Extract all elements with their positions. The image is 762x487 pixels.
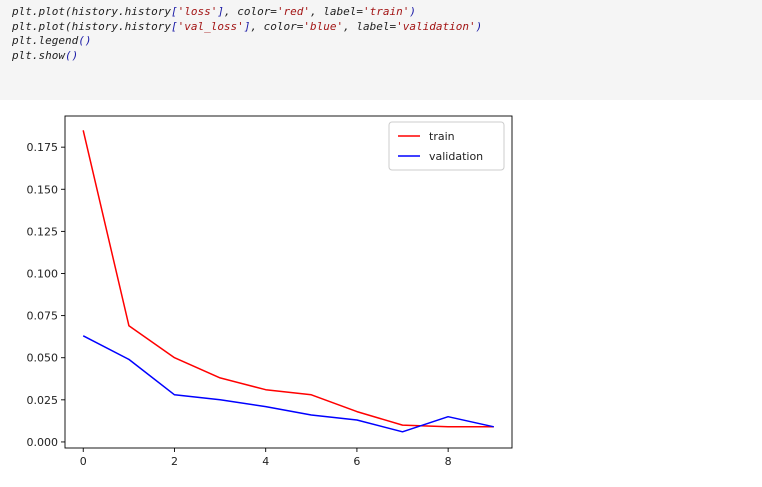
- y-tick-label: 0.025: [27, 394, 59, 407]
- code-token: 'train': [363, 5, 410, 18]
- y-tick-label: 0.000: [27, 436, 59, 449]
- code-token: ): [475, 19, 483, 33]
- code-token: plt.show: [12, 48, 65, 62]
- y-tick-label: 0.175: [27, 141, 59, 154]
- code-token: 'red': [276, 5, 311, 18]
- y-tick-label: 0.150: [27, 183, 59, 196]
- y-tick-label: 0.075: [27, 310, 59, 323]
- code-token: 'validation': [396, 19, 476, 33]
- x-tick-label: 4: [262, 455, 269, 468]
- code-token: (): [64, 48, 79, 62]
- legend-box: [388, 121, 505, 171]
- code-line: plt.plot(history.history['val_loss'], co…: [12, 20, 762, 35]
- loss-chart: 0 2 4 6 8 0.000 0.025 0.050 0.075 0.100 0.125 0.150…: [27, 115, 513, 468]
- x-tick-label: 2: [171, 455, 178, 468]
- code-token: ]: [217, 5, 224, 18]
- series-line-train: [82, 130, 494, 428]
- y-tick-label: 0.050: [27, 352, 59, 365]
- code-token: ): [409, 5, 417, 18]
- code-token: , color=: [250, 19, 304, 33]
- code-token: [: [170, 19, 178, 33]
- code-token: [: [170, 5, 178, 18]
- y-tick-label: 0.100: [27, 267, 59, 280]
- code-token: 'loss': [177, 5, 218, 18]
- series-line-validation: [82, 335, 494, 433]
- code-token: 'val_loss': [177, 19, 244, 33]
- code-token: plt.plot(history.history: [12, 19, 171, 33]
- output-area: 0 2 4 6 8 0.000 0.025 0.050 0.075 0.100 0.125 0.150…: [0, 100, 762, 487]
- plot-frame: [64, 115, 513, 449]
- code-token: 'blue': [303, 19, 344, 33]
- code-token: , color=: [223, 5, 277, 18]
- x-tick-label: 6: [353, 455, 360, 468]
- code-editor[interactable]: plt.plot(history.history['loss'], color=…: [12, 5, 762, 63]
- legend-label-train: train: [429, 130, 455, 143]
- code-token: (): [78, 34, 92, 47]
- y-tick-label: 0.125: [27, 225, 59, 238]
- legend-label-validation: validation: [429, 150, 483, 163]
- x-tick-label: 0: [80, 455, 87, 468]
- code-token: , label=: [343, 19, 397, 33]
- code-token: plt.legend: [12, 34, 79, 47]
- code-token: ]: [243, 19, 251, 33]
- code-cell[interactable]: plt.plot(history.history['loss'], color=…: [0, 0, 762, 100]
- code-token: , label=: [310, 5, 364, 18]
- code-line: plt.show(): [12, 49, 762, 64]
- code-line: plt.plot(history.history['loss'], color=…: [12, 5, 762, 20]
- code-token: plt.plot(history.history: [12, 5, 171, 18]
- x-tick-label: 8: [445, 455, 452, 468]
- code-line: plt.legend(): [12, 34, 762, 49]
